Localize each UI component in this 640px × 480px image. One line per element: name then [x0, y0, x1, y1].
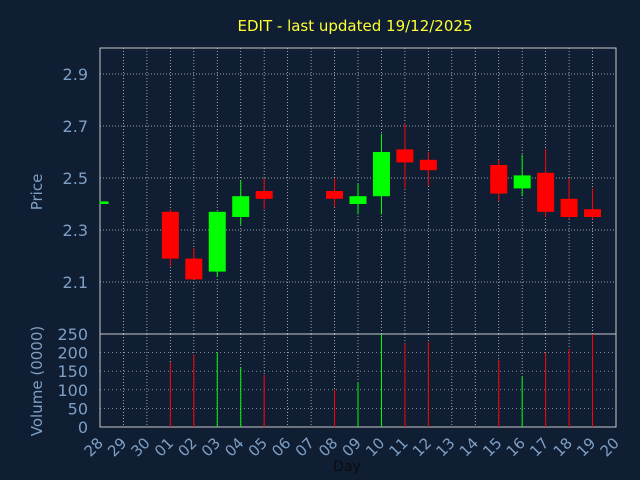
price-axis-label: Price: [28, 174, 46, 211]
volume-tick-label: 250: [57, 325, 88, 344]
volume-tick-label: 50: [68, 399, 88, 418]
candle-body: [255, 191, 273, 199]
day-tick-label: 20: [597, 434, 623, 460]
day-tick-label: 19: [573, 434, 599, 460]
day-tick-label: 02: [174, 434, 200, 460]
day-tick-label: 16: [503, 434, 529, 460]
candle-body: [326, 191, 344, 199]
candle-body: [419, 159, 437, 171]
candle-body: [560, 198, 578, 217]
day-tick-label: 10: [362, 434, 388, 460]
chart-title: EDIT - last updated 19/12/2025: [238, 17, 473, 35]
day-tick-label: 05: [245, 434, 271, 460]
day-tick-label: 13: [432, 434, 458, 460]
candle-body: [185, 258, 203, 280]
candle-body: [584, 209, 602, 217]
price-tick-label: 2.1: [63, 273, 88, 292]
price-tick-label: 2.5: [63, 169, 88, 188]
volume-tick-label: 200: [57, 344, 88, 363]
candle-body: [100, 201, 109, 204]
candle-body: [490, 165, 508, 194]
day-axis-label: Day: [333, 459, 361, 475]
volume-tick-label: 150: [57, 362, 88, 381]
candle-body: [537, 172, 555, 212]
day-tick-label: 18: [550, 434, 576, 460]
price-panel: 2.1 2.3 2.5 2.7 2.9: [63, 47, 617, 335]
volume-panel: 0501001502002502829300102030405060708091…: [57, 325, 622, 460]
volume-tick-label: 0: [78, 418, 88, 437]
day-tick-label: 11: [386, 434, 412, 460]
day-tick-label: 07: [292, 434, 318, 460]
volume-tick-label: 100: [57, 381, 88, 400]
day-tick-label: 09: [339, 434, 365, 460]
candle-body: [513, 175, 531, 189]
day-tick-label: 28: [81, 434, 107, 460]
day-tick-label: 01: [151, 434, 177, 460]
day-tick-label: 08: [315, 434, 341, 460]
volume-axis-label: Volume (0000): [28, 326, 46, 436]
day-tick-label: 30: [128, 434, 154, 460]
candle-body: [161, 211, 179, 259]
day-tick-label: 14: [456, 434, 482, 460]
day-tick-label: 06: [268, 434, 294, 460]
candle-body: [208, 211, 226, 272]
price-tick-label: 2.7: [63, 117, 88, 136]
price-tick-label: 2.9: [63, 65, 88, 84]
candle-body: [396, 149, 414, 163]
candle-body: [232, 196, 250, 217]
day-tick-label: 03: [198, 434, 224, 460]
day-tick-label: 04: [221, 434, 247, 460]
candle-body: [349, 196, 367, 204]
day-tick-label: 12: [409, 434, 435, 460]
day-tick-label: 17: [526, 434, 552, 460]
day-tick-label: 29: [104, 434, 130, 460]
price-tick-label: 2.3: [63, 221, 88, 240]
day-tick-label: 15: [479, 434, 505, 460]
candle-body: [372, 152, 390, 197]
